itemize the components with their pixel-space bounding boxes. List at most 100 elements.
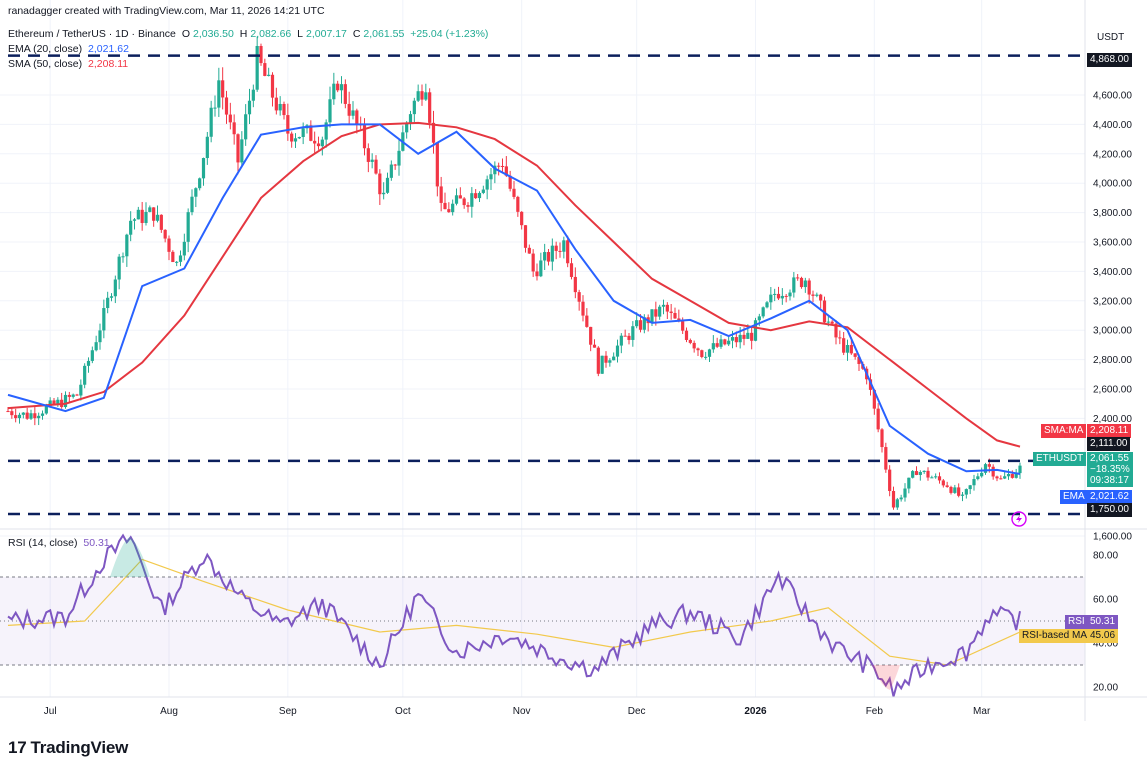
candle-body (332, 83, 336, 100)
rsi-ma-name-tag: RSI-based MA (1019, 629, 1091, 643)
candle-body (527, 247, 531, 254)
candle-body (834, 323, 838, 338)
candle-body (596, 347, 600, 374)
sma-legend[interactable]: SMA (50, close) 2,208.11 (8, 58, 131, 70)
candle-body (723, 339, 727, 345)
candle-body (347, 103, 351, 116)
candle-body (25, 412, 29, 419)
candle-body (941, 480, 945, 486)
tradingview-logo[interactable]: 17 TradingView (8, 738, 128, 758)
candle-body (313, 140, 317, 144)
candle-body (428, 92, 432, 123)
ohlc-l-label: L (297, 28, 304, 40)
candle-body (654, 309, 658, 317)
candle-body (999, 478, 1003, 480)
ema-legend[interactable]: EMA (20, close) 2,021.62 (8, 43, 132, 55)
axis-labels: 4,600.00 4,400.00 4,200.00 4,000.00 3,800.00… (44, 91, 1133, 718)
candle-body (412, 100, 416, 115)
candle-body (10, 411, 14, 416)
candle-body (370, 159, 374, 162)
candle-body (512, 188, 516, 197)
time-tick-label: Nov (513, 706, 531, 717)
candle-body (397, 150, 401, 166)
candle-body (681, 321, 685, 331)
candle-body (366, 148, 370, 162)
candle-body (109, 296, 114, 298)
candle-body (930, 477, 934, 479)
ema-20-line (7, 123, 1021, 475)
price-tick-label: 3,200.00 (1093, 296, 1132, 307)
candle-body (983, 464, 988, 473)
candle-body (343, 84, 347, 104)
candle-body (290, 133, 294, 142)
candle-body (531, 253, 535, 272)
candle-body (186, 212, 190, 242)
candle-body (554, 245, 558, 251)
ohlc-low: 2,007.17 (306, 28, 347, 40)
candle-body (385, 177, 390, 193)
level-2111-tag: 2,111.00 (1087, 437, 1131, 451)
currency-label[interactable]: USDT (1097, 32, 1125, 43)
candle-body (934, 476, 938, 478)
time-tick-label: Dec (628, 706, 646, 717)
candle-body (6, 411, 10, 413)
candle-body (474, 193, 478, 199)
candle-body (263, 63, 267, 76)
candle-body (63, 394, 68, 408)
candle-body (420, 91, 424, 100)
candle-body (466, 205, 470, 207)
candle-body (255, 46, 259, 90)
candle-body (37, 415, 41, 419)
candle-body (573, 276, 577, 293)
candle-body (727, 340, 731, 345)
candle-body (976, 476, 980, 480)
candle-body (757, 316, 761, 321)
rsi-band (0, 577, 1085, 665)
candle-body (336, 83, 340, 91)
candle-body (987, 464, 991, 467)
candle-body (796, 277, 800, 279)
rsi-legend[interactable]: RSI (14, close) 50.31 (8, 537, 113, 549)
candle-body (857, 356, 861, 364)
lightning-icon[interactable] (1011, 511, 1027, 527)
candle-body (842, 338, 846, 353)
last-price-tag: 2,061.55 −18.35% 09:38:17 (1087, 452, 1133, 487)
candle-body (121, 256, 125, 258)
ema-price-tag: 2,021.62 (1087, 490, 1132, 504)
time-tick-label: Mar (973, 706, 991, 717)
level-1750-tag: 1,750.00 (1087, 503, 1132, 517)
candle-body (259, 46, 263, 64)
candle-body (922, 470, 926, 473)
candle-body (523, 225, 528, 248)
candle-body (631, 326, 635, 340)
candle-body (776, 293, 781, 299)
candle-body (454, 195, 459, 204)
candle-body (761, 307, 765, 317)
candle-body (477, 192, 482, 199)
candle-body (589, 326, 593, 345)
candle-body (853, 353, 857, 357)
candle-body (435, 142, 439, 187)
candle-body (270, 74, 275, 98)
candle-body (508, 175, 512, 189)
candle-body (470, 193, 474, 207)
candle-body (351, 110, 355, 116)
candle-body (684, 330, 689, 340)
candle-body (769, 294, 773, 303)
ohlc-close: 2,061.55 (363, 28, 405, 40)
candle-body (964, 489, 968, 495)
rsi-value-tag: 50.31 (1087, 615, 1119, 629)
candle-body (968, 485, 972, 490)
rsi-ma-value-tag: 45.06 (1087, 629, 1119, 643)
candle-body (48, 400, 52, 406)
candle-body (201, 158, 206, 179)
ohlc-open: 2,036.50 (192, 28, 234, 40)
candle-body (504, 166, 508, 176)
candle-body (658, 306, 662, 317)
candle-body (615, 345, 620, 357)
price-tick-label: 4,200.00 (1093, 149, 1132, 160)
candle-body (734, 337, 738, 343)
candle-body (447, 209, 451, 213)
candle-body (826, 321, 830, 323)
